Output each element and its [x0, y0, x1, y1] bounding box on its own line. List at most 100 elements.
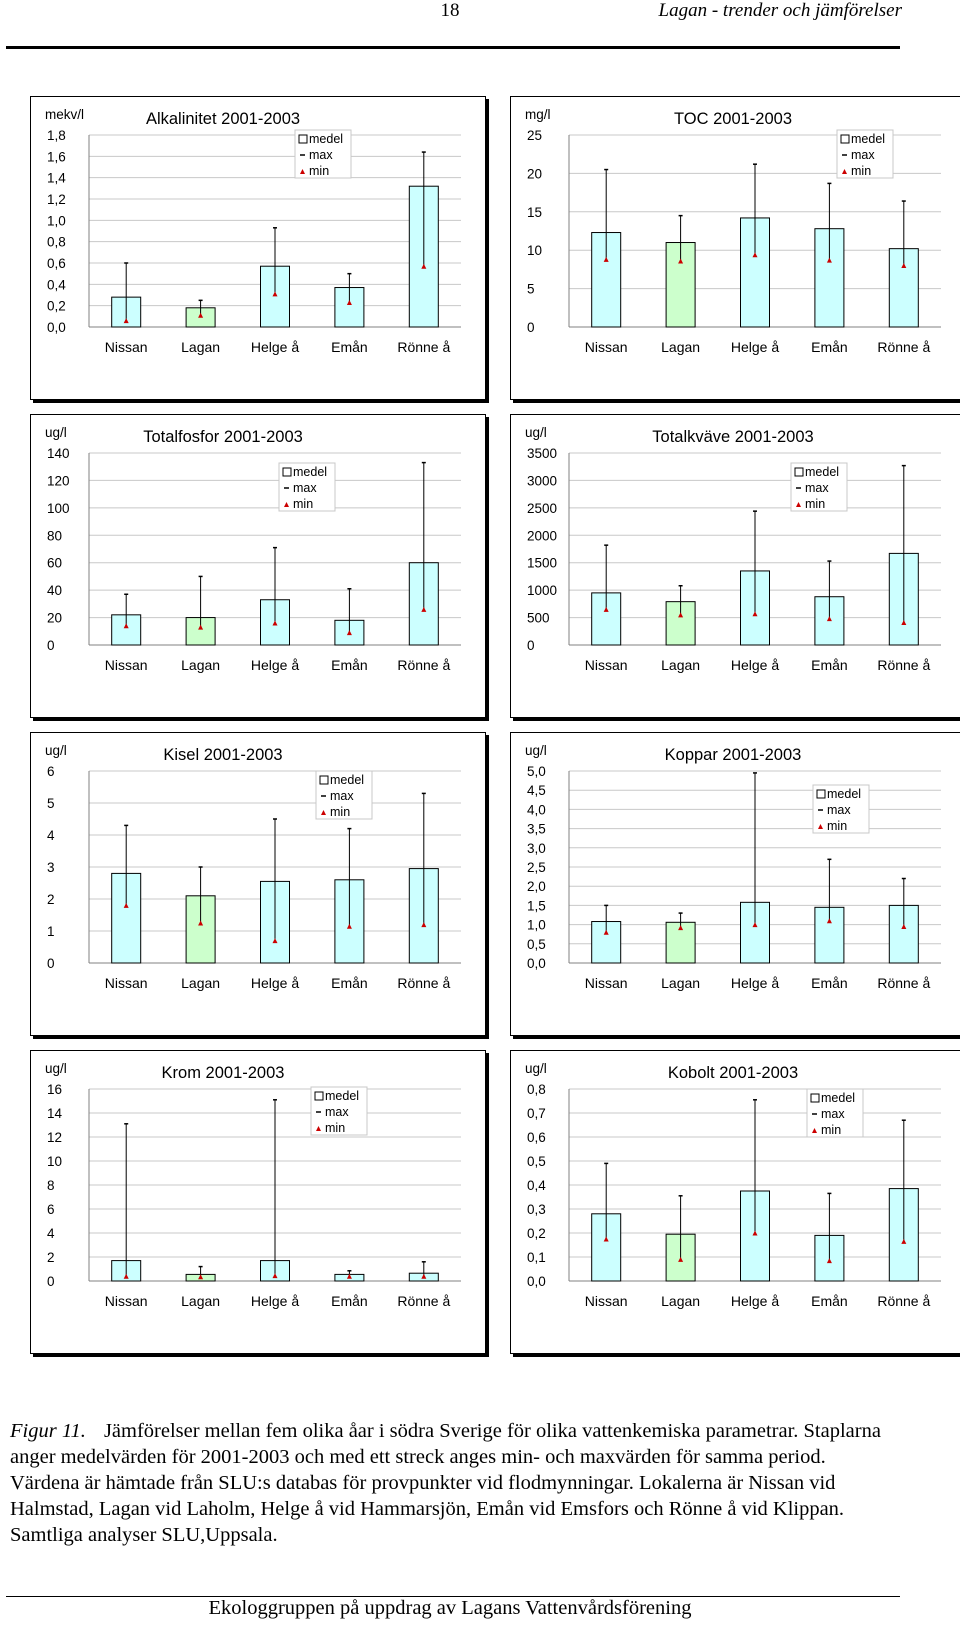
x-tick-label: Emån: [331, 339, 368, 355]
x-tick-label: Lagan: [661, 975, 700, 991]
y-tick-label: 1,6: [47, 149, 66, 164]
min-marker: [123, 623, 129, 629]
legend-min-label: min: [805, 497, 825, 511]
y-tick-label: 3000: [527, 473, 557, 488]
legend-max-label: max: [293, 481, 317, 495]
legend-min-swatch: [321, 810, 326, 815]
chart-panel-6: 0,0 0,5 1,0 1,5 2,0 2,5 3,0 3,5 4,0 4,5 5,0 ug/l Kop…: [510, 732, 960, 1036]
legend: medel max min: [806, 1088, 864, 1138]
y-tick-label: 10: [527, 243, 542, 258]
min-marker: [123, 1273, 129, 1279]
legend-max-label: max: [821, 1107, 845, 1121]
running-title: Lagan - trender och jämförelser: [658, 0, 902, 21]
min-marker: [346, 923, 352, 929]
y-tick-label: 1,0: [527, 918, 546, 933]
x-tick-label: Nissan: [585, 657, 628, 673]
y-tick-label: 0,0: [47, 320, 66, 335]
x-tick-label: Emån: [331, 1293, 368, 1309]
chart-svg: 0,0 0,5 1,0 1,5 2,0 2,5 3,0 3,5 4,0 4,5 5,0 ug/l Kop…: [525, 743, 941, 991]
x-tick-label: Emån: [811, 657, 848, 673]
y-tick-label: 0: [527, 638, 535, 653]
y-tick-label: 2000: [527, 528, 557, 543]
legend-min-label: min: [293, 497, 313, 511]
x-tick-label: Rönne å: [397, 657, 450, 673]
legend-mean-label: medel: [330, 773, 364, 787]
figure-caption-text: Jämförelser mellan fem olika åar i södra…: [10, 1420, 881, 1546]
x-tick-label: Rönne å: [877, 657, 930, 673]
y-unit-label: ug/l: [525, 425, 547, 440]
min-marker: [603, 256, 609, 262]
legend-max-label: max: [309, 148, 333, 162]
legend: medel max min: [315, 770, 373, 820]
y-tick-label: 0,1: [527, 1250, 546, 1265]
y-tick-label: 5,0: [527, 764, 546, 779]
page-footer: Ekologgruppen på uppdrag av Lagans Vatte…: [208, 1597, 692, 1619]
y-tick-label: 25: [527, 128, 542, 143]
y-tick-label: 100: [47, 501, 70, 516]
x-tick-label: Nissan: [585, 975, 628, 991]
chart-panel-2: 0 5 10 15 20 25 mg/l TOC 2001-2003 Nissan Lagan He…: [510, 96, 960, 400]
y-tick-label: 5: [527, 282, 535, 297]
min-marker: [678, 925, 684, 931]
x-tick-label: Rönne å: [397, 1293, 450, 1309]
min-marker: [678, 1256, 684, 1262]
chart-panel-1: 0,0 0,2 0,4 0,6 0,8 1,0 1,2 1,4 1,6 1,8 mekv/l Alka…: [30, 96, 486, 400]
min-marker: [901, 1238, 907, 1244]
y-unit-label: ug/l: [525, 743, 547, 758]
y-tick-label: 8: [47, 1178, 55, 1193]
x-tick-label: Nissan: [105, 975, 148, 991]
chart-title: Krom 2001-2003: [162, 1064, 285, 1082]
y-tick-label: 0,4: [527, 1178, 546, 1193]
legend-mean-label: medel: [805, 465, 839, 479]
x-tick-label: Rönne å: [877, 1293, 930, 1309]
y-tick-label: 12: [47, 1130, 62, 1145]
min-marker: [826, 257, 832, 263]
footer-rule: [6, 1596, 900, 1597]
legend: medel max min: [836, 129, 894, 179]
y-tick-label: 20: [47, 611, 62, 626]
legend-mean-label: medel: [309, 132, 343, 146]
legend-max-label: max: [325, 1105, 349, 1119]
legend: medel max min: [294, 129, 352, 179]
min-marker: [901, 263, 907, 269]
y-tick-label: 40: [47, 583, 62, 598]
legend-min-label: min: [330, 805, 350, 819]
y-tick-label: 3500: [527, 446, 557, 461]
legend: medel max min: [790, 462, 848, 512]
min-marker: [826, 616, 832, 622]
min-marker: [752, 1230, 758, 1236]
legend-min-label: min: [325, 1121, 345, 1135]
min-marker: [826, 1258, 832, 1264]
min-marker: [272, 1273, 278, 1279]
x-tick-label: Helge å: [731, 1293, 779, 1309]
chart-svg: 0,0 0,2 0,4 0,6 0,8 1,0 1,2 1,4 1,6 1,8 mekv/l Alka…: [45, 107, 461, 355]
x-tick-label: Nissan: [585, 339, 628, 355]
min-marker: [272, 291, 278, 297]
x-tick-label: Nissan: [105, 657, 148, 673]
y-tick-label: 0,8: [527, 1082, 546, 1097]
chart-svg: 0 1 2 3 4 5 6 ug/l Kisel 2001-2003 Nissan Lagan Hel…: [45, 743, 461, 991]
y-tick-label: 3,0: [527, 841, 546, 856]
legend-mean-label: medel: [821, 1091, 855, 1105]
chart-svg: 0 20 40 60 80 100 120 140 ug/l Totalfosfor 2001-2…: [45, 425, 461, 673]
min-marker: [421, 1273, 427, 1279]
legend-mean-label: medel: [325, 1089, 359, 1103]
legend-min-label: min: [851, 164, 871, 178]
x-tick-label: Rönne å: [397, 339, 450, 355]
legend-max-label: max: [330, 789, 354, 803]
legend-max-label: max: [851, 148, 875, 162]
min-marker: [603, 1236, 609, 1242]
chart-title: Kisel 2001-2003: [163, 746, 282, 764]
min-marker: [421, 263, 427, 269]
legend-min-swatch: [812, 1128, 817, 1133]
y-tick-label: 0: [47, 1274, 55, 1289]
chart-title: Koppar 2001-2003: [665, 746, 802, 764]
min-marker: [826, 918, 832, 924]
x-tick-label: Lagan: [661, 339, 700, 355]
y-tick-label: 80: [47, 528, 62, 543]
x-tick-label: Lagan: [181, 657, 220, 673]
legend-mean-swatch: [319, 775, 329, 785]
min-marker: [603, 929, 609, 935]
x-tick-label: Rönne å: [397, 975, 450, 991]
legend-min-swatch: [818, 824, 823, 829]
